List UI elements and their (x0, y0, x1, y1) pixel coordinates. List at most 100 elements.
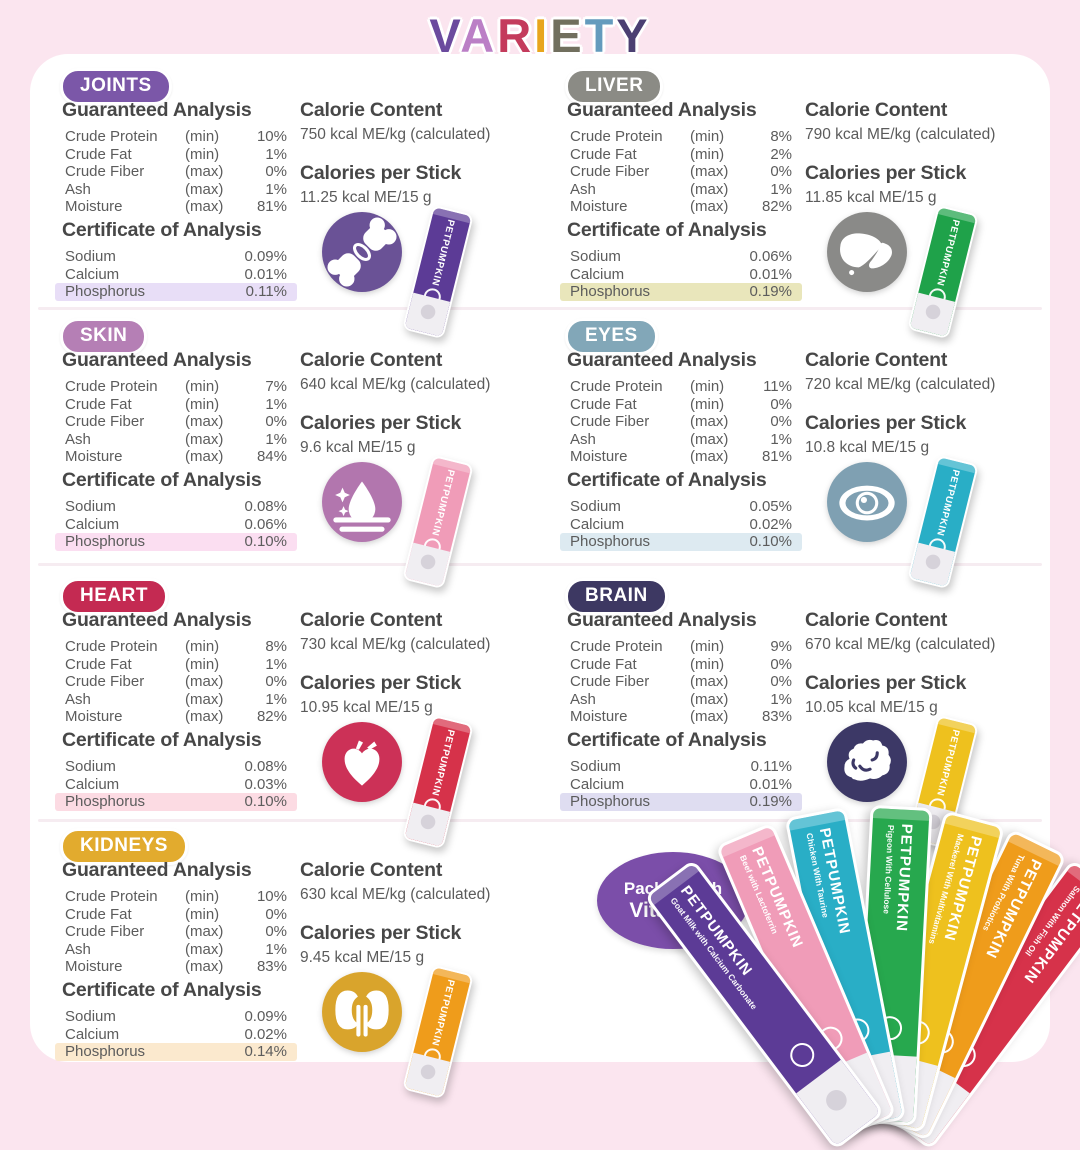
coa-label: Sodium (570, 758, 621, 775)
ga-val: 1% (770, 180, 792, 198)
table-row: Crude Fat (min) 1% (65, 396, 287, 414)
calorie-content-title: Calorie Content (300, 609, 443, 631)
table-row: Crude Fat (min) 0% (570, 396, 792, 414)
ga-val: 10% (256, 888, 287, 905)
table-row: Sodium 0.09% (55, 1008, 297, 1026)
ga-qual: (min) (690, 378, 725, 395)
table-row: Sodium 0.08% (55, 498, 297, 516)
panel-badge: EYES (565, 318, 658, 355)
ga-qual: (max) (185, 690, 224, 708)
ga-val: 1% (265, 395, 287, 413)
guaranteed-analysis-table: Crude Protein (min) 11% Crude Fat (min) 0% Cru… (570, 378, 792, 466)
certificate-of-analysis-title: Certificate of Analysis (567, 469, 767, 491)
calorie-content-value: 630 kcal ME/kg (calculated) (300, 886, 491, 903)
coa-val: 0.02% (749, 515, 792, 533)
calorie-content-title: Calorie Content (300, 349, 443, 371)
ga-val: 0% (770, 655, 792, 673)
panel-joints: JOINTS Guaranteed Analysis Crude Protein… (55, 68, 555, 340)
ga-label: Crude Protein (65, 888, 158, 905)
panel-badge: KIDNEYS (60, 828, 188, 865)
panel-badge: JOINTS (60, 68, 172, 105)
coa-val: 0.11% (750, 758, 792, 775)
ga-label: Ash (570, 180, 596, 198)
panel-heart: HEART Guaranteed Analysis Crude Protein (… (55, 578, 555, 850)
table-row: Crude Fiber (max) 0% (65, 163, 287, 181)
coa-val: 0.08% (244, 758, 287, 775)
ga-label: Crude Fat (570, 395, 637, 413)
ga-val: 82% (256, 708, 287, 726)
ga-label: Ash (65, 690, 91, 708)
coa-label: Sodium (65, 498, 116, 515)
coa-label: Calcium (570, 265, 625, 283)
ga-qual: (min) (690, 128, 725, 145)
table-row: Ash (max) 1% (65, 431, 287, 449)
ga-val: 0% (265, 905, 287, 923)
panel-skin: SKIN Guaranteed Analysis Crude Protein (m… (55, 318, 555, 590)
ga-qual: (max) (185, 413, 224, 431)
ga-label: Ash (65, 430, 91, 448)
certificate-of-analysis-title: Certificate of Analysis (62, 469, 262, 491)
ga-qual: (max) (185, 958, 224, 976)
coa-val: 0.03% (244, 775, 287, 793)
cat-photo (404, 1052, 451, 1097)
ga-val: 0% (265, 923, 287, 941)
coa-val: 0.02% (244, 1025, 287, 1043)
calories-per-stick-value: 11.25 kcal ME/15 g (300, 189, 432, 206)
coa-label: Calcium (570, 515, 625, 533)
title-letter: E (550, 9, 585, 62)
coa-val: 0.14% (244, 1043, 287, 1061)
guaranteed-analysis-title: Guaranteed Analysis (62, 99, 252, 121)
ga-val: 0% (770, 413, 792, 431)
ga-label: Ash (65, 180, 91, 198)
ga-qual: (max) (185, 923, 224, 941)
panel-badge: SKIN (60, 318, 148, 355)
table-row: Sodium 0.06% (560, 248, 802, 266)
guaranteed-analysis-table: Crude Protein (min) 7% Crude Fat (min) 1% Crud… (65, 378, 287, 466)
calories-per-stick-title: Calories per Stick (805, 412, 967, 434)
ga-val: 8% (770, 128, 792, 145)
coa-label: Sodium (570, 498, 621, 515)
table-row: Crude Protein (min) 8% (570, 128, 792, 146)
ga-val: 1% (265, 655, 287, 673)
stick-brand: PETPUMPKIN (429, 978, 457, 1048)
table-row: Calcium 0.01% (55, 266, 297, 284)
stick-brand: PETPUMPKIN (429, 728, 457, 798)
table-row: Crude Fat (min) 1% (65, 656, 287, 674)
coa-val: 0.06% (749, 248, 792, 265)
ga-qual: (max) (185, 708, 224, 726)
calorie-content-title: Calorie Content (300, 99, 443, 121)
ga-qual: (max) (185, 448, 224, 466)
ga-val: 82% (761, 198, 792, 216)
panel-badge: LIVER (565, 68, 664, 105)
title-letter: R (497, 9, 535, 62)
ga-qual: (max) (690, 430, 729, 448)
calorie-content-value: 730 kcal ME/kg (calculated) (300, 636, 491, 653)
ga-val: 83% (761, 708, 792, 726)
coa-val: 0.10% (244, 533, 287, 551)
calorie-content-value: 670 kcal ME/kg (calculated) (805, 636, 996, 653)
coa-label: Calcium (65, 515, 120, 533)
coa-val: 0.10% (244, 793, 287, 811)
table-row: Moisture (max) 83% (65, 958, 287, 976)
calories-per-stick-title: Calories per Stick (300, 412, 462, 434)
ga-label: Crude Fat (65, 395, 132, 413)
coa-val: 0.10% (749, 533, 792, 551)
row-divider (38, 307, 1042, 310)
joints-icon (321, 211, 403, 293)
calorie-content-title: Calorie Content (805, 349, 948, 371)
stick-brand: PETPUMPKIN (934, 218, 962, 288)
ga-label: Crude Fiber (65, 163, 145, 181)
ga-label: Crude Protein (570, 638, 663, 655)
table-row: Calcium 0.06% (55, 516, 297, 534)
calories-per-stick-value: 10.8 kcal ME/15 g (805, 439, 930, 456)
calories-per-stick-value: 10.95 kcal ME/15 g (300, 699, 433, 716)
ga-label: Moisture (65, 198, 123, 216)
table-row: Moisture (max) 84% (65, 448, 287, 466)
ga-val: 10% (256, 128, 287, 145)
table-row: Crude Fat (min) 0% (570, 656, 792, 674)
ga-val: 0% (770, 395, 792, 413)
coa-val: 0.08% (244, 498, 287, 515)
calorie-content-value: 790 kcal ME/kg (calculated) (805, 126, 996, 143)
title-letter: Y (616, 9, 651, 62)
guaranteed-analysis-title: Guaranteed Analysis (62, 349, 252, 371)
